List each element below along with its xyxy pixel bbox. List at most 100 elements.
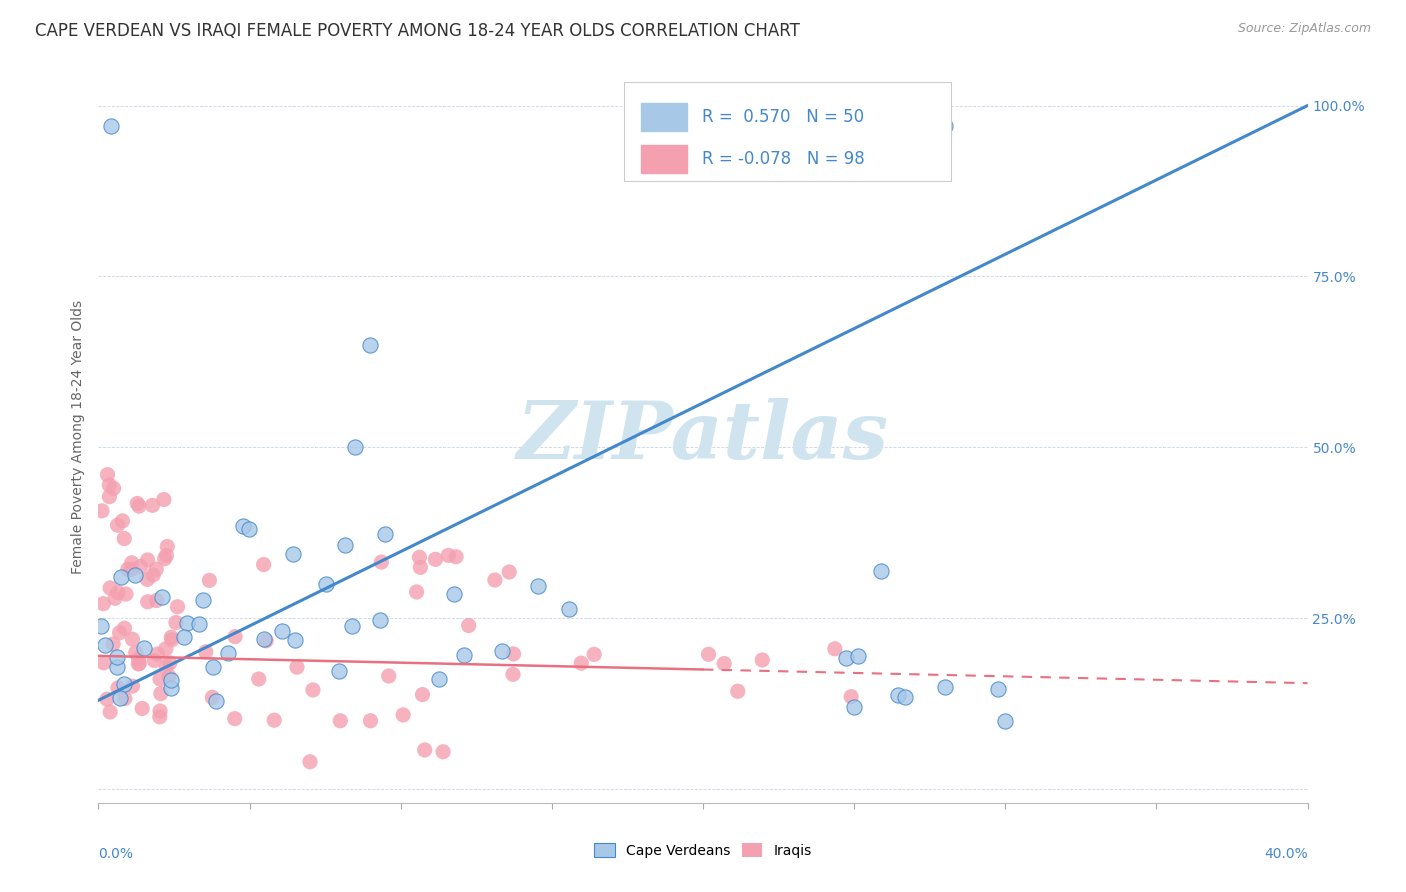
Point <box>157 669 180 683</box>
Point <box>202 660 225 674</box>
Point <box>409 560 432 574</box>
Point <box>934 680 956 694</box>
Point <box>96 467 118 482</box>
Point <box>727 684 749 698</box>
Point <box>93 656 115 670</box>
Point <box>132 641 155 656</box>
Text: 40.0%: 40.0% <box>1264 847 1308 861</box>
Point <box>254 633 277 648</box>
Point <box>98 581 121 595</box>
Point <box>98 478 121 492</box>
Point <box>844 700 866 714</box>
Point <box>253 632 276 646</box>
Point <box>870 565 893 579</box>
Point <box>91 504 114 518</box>
Text: 0.0%: 0.0% <box>98 847 134 861</box>
Point <box>114 691 136 706</box>
Point <box>128 657 150 671</box>
Point <box>502 667 524 681</box>
Point <box>846 648 869 663</box>
Point <box>112 532 135 546</box>
Point <box>444 549 467 564</box>
Point <box>166 599 188 614</box>
Point <box>299 755 322 769</box>
Point <box>136 573 159 587</box>
Point <box>697 648 720 662</box>
Point <box>271 624 294 638</box>
Point <box>527 579 550 593</box>
Point <box>160 632 183 647</box>
Point <box>165 615 187 630</box>
Point <box>360 338 382 352</box>
Point <box>558 602 581 616</box>
Point <box>115 587 138 601</box>
Point <box>432 745 454 759</box>
Point <box>491 644 513 658</box>
Point <box>374 526 396 541</box>
Point <box>224 712 246 726</box>
Point <box>198 574 221 588</box>
Point <box>112 677 135 691</box>
Point <box>98 490 121 504</box>
Point <box>498 565 520 579</box>
Point <box>149 704 172 718</box>
Point <box>188 617 211 632</box>
Point <box>149 672 172 686</box>
Point <box>377 669 399 683</box>
Point <box>263 713 285 727</box>
Point <box>107 518 129 533</box>
Point <box>98 705 121 719</box>
Point <box>120 562 142 576</box>
Point <box>425 552 447 566</box>
Point <box>128 652 150 666</box>
Point <box>839 690 862 704</box>
Point <box>110 691 132 706</box>
Point <box>333 538 356 552</box>
Point <box>408 550 430 565</box>
Point <box>987 681 1010 696</box>
Point <box>583 648 606 662</box>
FancyBboxPatch shape <box>624 82 950 181</box>
Point <box>204 694 226 708</box>
Point <box>141 499 163 513</box>
Point <box>159 681 181 695</box>
Point <box>150 590 173 604</box>
Text: Source: ZipAtlas.com: Source: ZipAtlas.com <box>1237 22 1371 36</box>
Point <box>232 519 254 533</box>
Point <box>457 618 479 632</box>
Point <box>194 645 217 659</box>
Point <box>136 595 159 609</box>
Point <box>149 687 172 701</box>
Point <box>484 573 506 587</box>
Text: CAPE VERDEAN VS IRAQI FEMALE POVERTY AMONG 18-24 YEAR OLDS CORRELATION CHART: CAPE VERDEAN VS IRAQI FEMALE POVERTY AMO… <box>35 22 800 40</box>
Point <box>315 577 337 591</box>
Point <box>105 660 128 674</box>
Point <box>110 570 132 584</box>
Point <box>90 619 112 633</box>
Point <box>107 585 129 599</box>
Text: R = -0.078   N = 98: R = -0.078 N = 98 <box>702 151 865 169</box>
Point <box>247 672 270 686</box>
Point <box>160 630 183 644</box>
Point <box>392 707 415 722</box>
Bar <box>641 103 688 131</box>
Bar <box>641 145 688 173</box>
Point <box>108 625 131 640</box>
Point <box>127 496 149 510</box>
Point <box>155 549 177 563</box>
Point <box>238 522 260 536</box>
Point <box>142 568 165 582</box>
Point <box>886 689 908 703</box>
Point <box>160 673 183 687</box>
Point <box>121 632 143 647</box>
Point <box>285 660 308 674</box>
Point <box>128 499 150 513</box>
Point <box>145 593 167 607</box>
Point <box>437 549 460 563</box>
Point <box>127 657 149 671</box>
Point <box>145 562 167 576</box>
Point <box>405 585 427 599</box>
Point <box>131 701 153 715</box>
Point <box>173 630 195 644</box>
Point <box>156 540 179 554</box>
